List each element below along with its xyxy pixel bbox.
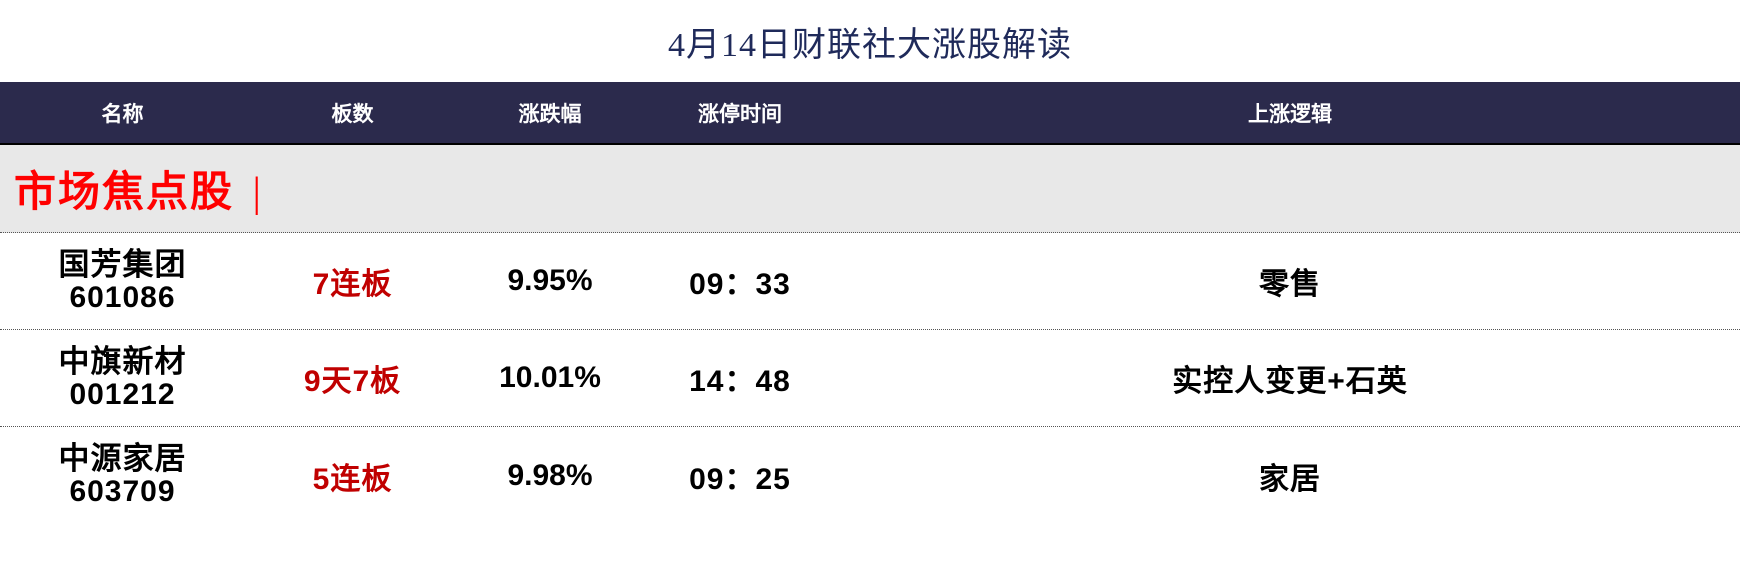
stock-code: 601086 (69, 280, 176, 314)
section-title-label: 市场焦点股 (14, 170, 235, 216)
section-title-separator: | (252, 170, 263, 216)
cell-limit-up-time: 14：48 (689, 365, 791, 398)
cell-board-count: 7连板 (312, 268, 393, 301)
cell-rise-logic: 家居 (1259, 462, 1321, 496)
section-title: 市场焦点股 | (0, 158, 263, 219)
column-header-logic: 上涨逻辑 (1248, 102, 1332, 126)
table-header-row: 名称 板数 涨跌幅 涨停时间 上涨逻辑 (0, 82, 1740, 143)
stock-name: 中源家居 (58, 441, 187, 477)
stock-code: 001212 (69, 377, 176, 411)
cell-stock-identity: 中旗新材 001212 (0, 343, 245, 411)
page-title: 4月14日财联社大涨股解读 (668, 26, 1072, 64)
cell-change-percent: 10.01% (499, 361, 601, 394)
table-row[interactable]: 中源家居 603709 5连板 9.98% 09：25 家居 (0, 427, 1740, 524)
stock-name: 国芳集团 (58, 246, 187, 282)
column-header-board: 板数 (331, 102, 374, 126)
cell-board-count: 9天7板 (303, 365, 402, 398)
table-row[interactable]: 国芳集团 601086 7连板 9.95% 09：33 零售 (0, 233, 1740, 330)
cell-rise-logic: 实控人变更+石英 (1172, 365, 1408, 398)
stock-code: 603709 (69, 475, 176, 509)
document-title-bar: 4月14日财联社大涨股解读 (0, 0, 1740, 82)
stock-name: 中旗新材 (58, 343, 187, 379)
cell-stock-identity: 中源家居 603709 (0, 441, 245, 509)
cell-limit-up-time: 09：33 (689, 268, 791, 301)
cell-change-percent: 9.95% (507, 264, 593, 297)
cell-stock-identity: 国芳集团 601086 (0, 246, 245, 314)
cell-limit-up-time: 09：25 (689, 462, 791, 496)
column-header-name: 名称 (101, 102, 144, 126)
section-banner-market-focus: 市场焦点股 | (0, 143, 1740, 233)
cell-board-count: 5连板 (312, 462, 393, 496)
cell-rise-logic: 零售 (1259, 268, 1321, 301)
table-row[interactable]: 中旗新材 001212 9天7板 10.01% 14：48 实控人变更+石英 (0, 330, 1740, 427)
cell-change-percent: 9.98% (507, 458, 593, 492)
column-header-limit-time: 涨停时间 (698, 102, 782, 126)
column-header-change: 涨跌幅 (518, 102, 582, 126)
